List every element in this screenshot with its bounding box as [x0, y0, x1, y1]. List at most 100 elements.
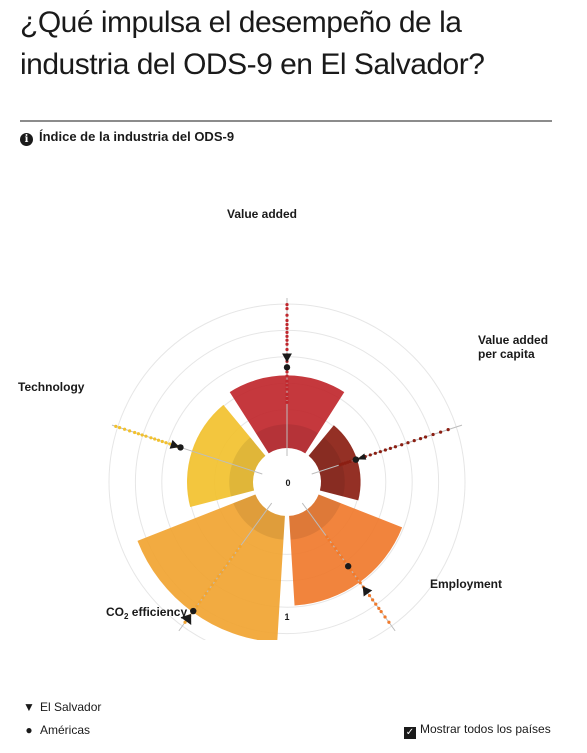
americas-marker-0 — [283, 364, 291, 371]
country-dot-0-15 — [285, 370, 289, 374]
circle-icon: ● — [25, 723, 33, 737]
country-dot-0-5 — [285, 326, 289, 330]
country-dot-0-1 — [285, 307, 289, 311]
country-dot-4-7 — [144, 434, 148, 438]
country-dot-0-22 — [285, 400, 289, 404]
country-dot-0-16 — [285, 374, 289, 378]
country-dot-3-8 — [204, 591, 208, 596]
country-dot-1-6 — [406, 441, 410, 445]
country-dot-4-1 — [117, 426, 122, 430]
country-dot-1-22 — [338, 463, 342, 467]
country-dot-4-9 — [153, 437, 157, 441]
show-all-countries-toggle[interactable]: ✓ Mostrar todos los países — [404, 722, 551, 739]
country-dot-1-1 — [439, 430, 443, 434]
country-dot-0-7 — [285, 334, 289, 338]
country-dot-4-4 — [133, 430, 137, 435]
country-dot-4-0 — [114, 424, 118, 428]
show-all-countries-label: Mostrar todos los países — [420, 722, 551, 736]
country-dot-0-19 — [285, 387, 289, 391]
country-dot-3-7 — [201, 596, 205, 600]
country-dot-3-18 — [235, 549, 239, 553]
country-dot-0-20 — [285, 392, 289, 396]
country-dot-1-21 — [341, 462, 345, 466]
country-dot-3-0 — [183, 620, 187, 624]
country-dot-1-18 — [348, 459, 352, 464]
el-salvador-marker-2 — [362, 586, 373, 597]
wedge-3 — [137, 494, 285, 640]
country-dot-0-3 — [285, 318, 289, 323]
country-dot-1-5 — [412, 439, 416, 443]
country-dot-3-9 — [207, 587, 211, 591]
country-dot-3-16 — [229, 557, 233, 561]
country-dot-0-9 — [285, 342, 289, 346]
r-tick-label-1: 1 — [284, 612, 289, 622]
page-title: ¿Qué impulsa el desempeño de la industri… — [20, 6, 485, 81]
chart-subtitle-text: Índice de la industria del ODS-9 — [39, 129, 235, 144]
country-dot-4-5 — [136, 432, 141, 436]
el-salvador-marker-4 — [169, 439, 180, 449]
country-dot-4-11 — [160, 439, 164, 444]
country-dot-2-14 — [343, 559, 347, 564]
country-dot-2-0 — [387, 620, 391, 624]
wedge-band-4 — [229, 437, 266, 497]
radial-chart: Value added Value added per capita Employme… — [18, 207, 548, 640]
el-salvador-marker-3 — [180, 613, 192, 626]
country-dot-2-17 — [333, 546, 337, 551]
el-salvador-marker-1 — [356, 453, 367, 460]
country-dot-2-16 — [336, 551, 341, 555]
title-divider — [20, 120, 552, 122]
chart-subtitle: i Índice de la industria del ODS-9 — [20, 129, 234, 146]
country-dot-2-5 — [371, 598, 375, 602]
country-dot-1-12 — [373, 451, 377, 455]
americas-marker-2 — [344, 563, 352, 570]
info-icon[interactable]: i — [20, 133, 33, 146]
country-dot-4-10 — [156, 438, 161, 442]
country-dot-3-6 — [198, 600, 202, 604]
country-dot-2-20 — [325, 535, 329, 539]
country-dot-0-17 — [285, 379, 289, 383]
axis-label-4: Technology — [18, 380, 85, 394]
country-dot-0-10 — [285, 347, 289, 352]
country-dot-3-15 — [226, 561, 230, 566]
country-dot-1-10 — [383, 448, 387, 452]
legend-label-el-salvador: El Salvador — [40, 700, 102, 714]
country-dot-4-13 — [168, 442, 172, 446]
country-dot-3-10 — [210, 583, 214, 587]
country-dot-2-11 — [352, 572, 356, 576]
country-dot-2-12 — [349, 568, 353, 572]
country-dot-3-14 — [223, 566, 227, 570]
country-dot-1-8 — [393, 445, 398, 449]
country-dot-1-4 — [418, 437, 423, 441]
country-dot-2-19 — [327, 538, 331, 542]
country-dot-2-1 — [383, 615, 387, 619]
country-dot-1-3 — [423, 435, 428, 439]
americas-marker-1 — [352, 456, 360, 463]
country-dot-3-13 — [219, 570, 224, 574]
country-dot-0-21 — [285, 396, 289, 400]
country-dot-1-7 — [400, 443, 404, 447]
wedge-band-2 — [289, 494, 341, 540]
wedge-4 — [186, 404, 266, 508]
americas-marker-4 — [177, 444, 184, 451]
country-dot-2-6 — [367, 593, 372, 598]
country-dot-0-18 — [285, 383, 289, 387]
wedge-band-1 — [308, 437, 345, 497]
country-dot-3-12 — [216, 574, 221, 578]
country-dot-4-12 — [164, 441, 168, 445]
country-dot-0-2 — [285, 313, 289, 317]
country-dot-3-19 — [238, 544, 242, 549]
country-dot-3-5 — [195, 604, 199, 608]
el-salvador-marker-0 — [282, 353, 292, 363]
country-dot-1-2 — [431, 432, 435, 437]
country-dot-0-8 — [285, 338, 289, 342]
country-dot-3-17 — [232, 553, 236, 557]
checkbox-checked-icon[interactable]: ✓ — [404, 727, 416, 739]
country-dot-4-6 — [140, 433, 144, 437]
country-dot-3-11 — [213, 579, 217, 583]
country-dot-2-10 — [355, 576, 359, 581]
country-dot-2-4 — [374, 602, 378, 606]
country-dot-1-19 — [346, 460, 350, 464]
country-dot-1-0 — [446, 428, 450, 432]
triangle-down-icon: ▼ — [23, 700, 35, 714]
country-dot-2-3 — [377, 606, 381, 611]
